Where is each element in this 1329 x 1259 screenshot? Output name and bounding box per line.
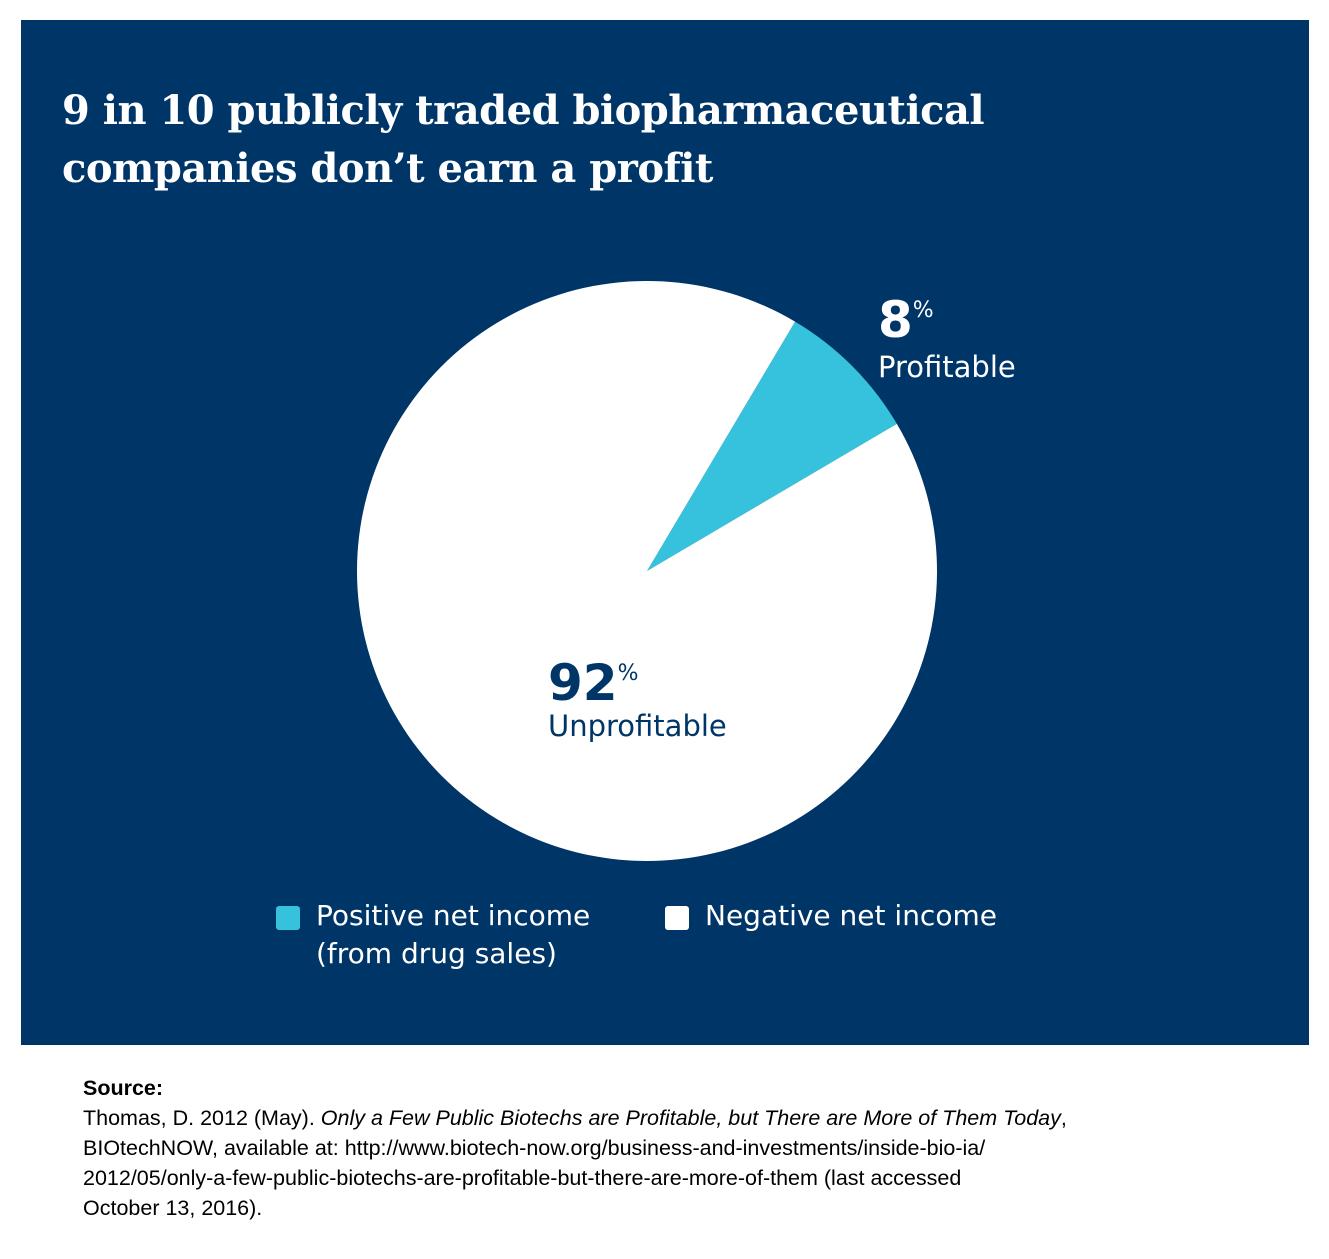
source-line-2: BIOtechNOW, available at: http://www.bio…: [83, 1136, 986, 1160]
pie-slice-profitable: [647, 321, 897, 571]
legend-label-negative: Negative net income: [705, 899, 997, 932]
unprofitable-slice-label: Unprofitable: [548, 709, 727, 743]
legend-label-positive-line-2: (from drug sales): [316, 937, 557, 970]
profitable-slice-label: Profitable: [878, 350, 1016, 384]
legend-item-positive: Positive net income (from drug sales): [276, 897, 590, 973]
legend-label-positive-line-1: Positive net income: [316, 899, 591, 932]
source-citation: Source: Thomas, D. 2012 (May). Only a Fe…: [83, 1073, 1303, 1223]
profitable-percent-label: 8%: [878, 291, 934, 349]
source-line-1: Thomas, D. 2012 (May). Only a Few Public…: [83, 1103, 1303, 1133]
pie-slice-unprofitable: [357, 281, 938, 862]
source-line-3: 2012/05/only-a-few-public-biotechs-are-p…: [83, 1166, 962, 1190]
source-prefix: Thomas, D. 2012 (May).: [83, 1106, 321, 1130]
legend-item-negative: Negative net income: [665, 897, 997, 935]
source-heading: Source:: [83, 1076, 164, 1100]
title-line-2: companies don’t earn a profit: [62, 145, 713, 192]
chart-title: 9 in 10 publicly traded biopharmaceutica…: [62, 82, 1062, 198]
source-line-1-suffix: ,: [1060, 1106, 1067, 1130]
legend-swatch-positive: [276, 906, 300, 930]
source-line-4: October 13, 2016).: [83, 1196, 263, 1220]
source-article-title: Only a Few Public Biotechs are Profitabl…: [320, 1106, 1061, 1130]
unprofitable-percent-label: 92%: [548, 654, 639, 712]
title-line-1: 9 in 10 publicly traded biopharmaceutica…: [62, 87, 985, 134]
legend-swatch-negative: [665, 906, 689, 930]
